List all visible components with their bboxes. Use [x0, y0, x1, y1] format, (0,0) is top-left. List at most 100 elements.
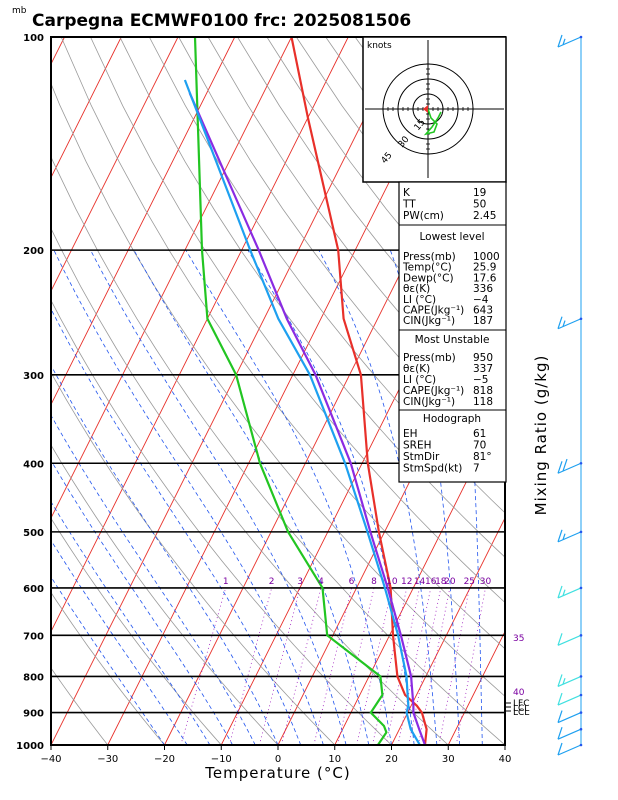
lowest-level-heading: Lowest level	[419, 231, 484, 243]
table-row-label: CIN(Jkg⁻¹)	[403, 315, 455, 327]
table-row-label: PW(cm)	[403, 210, 444, 222]
table-frame	[398, 181, 507, 483]
pressure-tick-label: 800	[23, 672, 44, 683]
isotherm-line	[334, 403, 505, 745]
table-row-value: 81°	[473, 451, 492, 463]
table-row-label: LI (°C)	[403, 374, 436, 386]
mixing-ratio-label: 4	[318, 577, 324, 587]
moist-adiabat-line	[51, 308, 302, 745]
table-row-value: 337	[473, 363, 493, 375]
table-row-value: 118	[473, 396, 493, 408]
table-row-label: K	[403, 187, 411, 199]
mixing-ratio-line	[417, 587, 451, 745]
pressure-tick-label: 300	[23, 371, 44, 382]
stability-table: K 19 TT 50 PW(cm) 2.45 Lowest level Press(mb)…	[398, 181, 507, 483]
mixing-ratio-label: 18	[435, 577, 447, 587]
table-row-label: Dewp(°C)	[403, 272, 454, 284]
dry-adiabat-line	[178, 37, 505, 471]
table-row-label: StmSpd(kt)	[403, 463, 462, 475]
x-axis: −40 −30 −20 −10 0 10 20 30 40	[40, 745, 511, 765]
table-row-value: −4	[473, 294, 489, 306]
table-row-label: Temp(°C)	[402, 262, 452, 274]
table-row-value: 25.9	[473, 262, 496, 274]
pressure-tick-label: 600	[23, 584, 44, 595]
pressure-tick-label: 100	[23, 33, 44, 44]
x-tick-label: −10	[211, 754, 232, 765]
table-row-value: 2.45	[473, 210, 496, 222]
indices-section: K 19 TT 50 PW(cm) 2.45	[402, 187, 496, 222]
mixing-ratio-line	[356, 587, 393, 745]
parcel-profile	[188, 92, 427, 745]
x-tick-label: −40	[40, 754, 61, 765]
temperature-profile	[290, 37, 428, 745]
x-tick-label: 40	[499, 754, 512, 765]
table-row-label: StmDir	[403, 451, 440, 463]
table-row-label: TT	[402, 199, 416, 211]
moist-adiabat-line	[51, 576, 165, 745]
wind-barb	[557, 34, 583, 48]
dry-adiabat-line	[60, 37, 505, 650]
table-row-label: CIN(Jkg⁻¹)	[403, 396, 455, 408]
wind-barb	[557, 710, 583, 724]
mixing-ratio-label: 8	[371, 577, 377, 587]
storm-motion-marker	[423, 105, 428, 113]
moist-adiabat-line	[51, 459, 233, 745]
mixing-ratio-line	[372, 587, 408, 745]
table-row-value: 336	[473, 283, 493, 295]
isotherm-line	[391, 516, 505, 745]
mixing-ratio-line	[455, 587, 486, 745]
mixing-ratio-label: 3	[297, 577, 303, 587]
table-row-value: 187	[473, 315, 493, 327]
table-row-value: 50	[473, 199, 486, 211]
isotherm-line	[0, 37, 8, 745]
dry-adiabat-line	[51, 591, 165, 745]
dry-adiabat-line	[51, 667, 109, 745]
table-row-label: CAPE(Jkg⁻¹)	[403, 385, 464, 397]
table-row-value: 17.6	[473, 272, 497, 284]
dry-adiabat-line	[148, 37, 505, 514]
table-row-label: θε(K)	[403, 283, 430, 295]
pressure-tick-label: 1000	[16, 741, 44, 752]
lcl-label-2: LCL	[513, 708, 529, 718]
isotherm-line	[51, 37, 179, 293]
most-unstable-section: Press(mb) 950 θε(K) 337 LI (°C) −5 CAPE(Jkg⁻¹)…	[403, 352, 493, 408]
mixing-ratio-label: 30	[480, 577, 492, 587]
table-row-value: 7	[473, 463, 480, 475]
isotherm-line	[51, 37, 406, 745]
dry-adiabat-line	[51, 155, 505, 745]
moist-adiabat-line	[90, 249, 347, 745]
pressure-tick-label: 400	[23, 459, 44, 470]
mixing-ratio-label: 20	[444, 577, 456, 587]
moist-adiabat-line	[133, 249, 370, 745]
mixing-ratio-line	[313, 587, 352, 745]
wind-barb	[557, 529, 583, 543]
wind-barb	[557, 458, 583, 474]
pressure-axis: 100 200 300 400 500 600 700 800 900 1000	[16, 33, 44, 752]
table-row-label: SREH	[403, 440, 432, 452]
table-row-label: θε(K)	[403, 363, 430, 375]
dewpoint-profile	[193, 37, 388, 745]
wind-barb	[557, 727, 583, 740]
mixing-ratio-label: 10	[386, 577, 398, 587]
isotherm-line	[220, 176, 505, 745]
pressure-tick-label: 500	[23, 528, 44, 539]
mixing-ratio-label: 25	[464, 577, 475, 587]
dry-adiabat-line	[119, 37, 505, 558]
mixing-ratio-label: 1	[223, 577, 229, 587]
table-row-label: Press(mb)	[403, 352, 456, 364]
mixing-ratio-line	[337, 587, 375, 745]
dry-adiabat-line	[51, 227, 449, 745]
pressure-tick-label: 900	[23, 709, 44, 720]
moist-adiabat-line	[51, 501, 211, 745]
isotherm-line	[51, 37, 122, 179]
lowest-level-section: Press(mb) 1000 Temp(°C) 25.9 Dewp(°C) 17.6 θε(…	[402, 251, 500, 327]
table-row-value: 61	[473, 428, 486, 440]
moist-adiabat-line	[51, 364, 279, 745]
table-row-value: 1000	[473, 251, 500, 263]
mixing-ratio-label: 16	[425, 577, 437, 587]
mixing-ratio-label: 6	[349, 577, 355, 587]
most-unstable-heading: Most Unstable	[415, 334, 490, 346]
table-row-value: 818	[473, 385, 493, 397]
